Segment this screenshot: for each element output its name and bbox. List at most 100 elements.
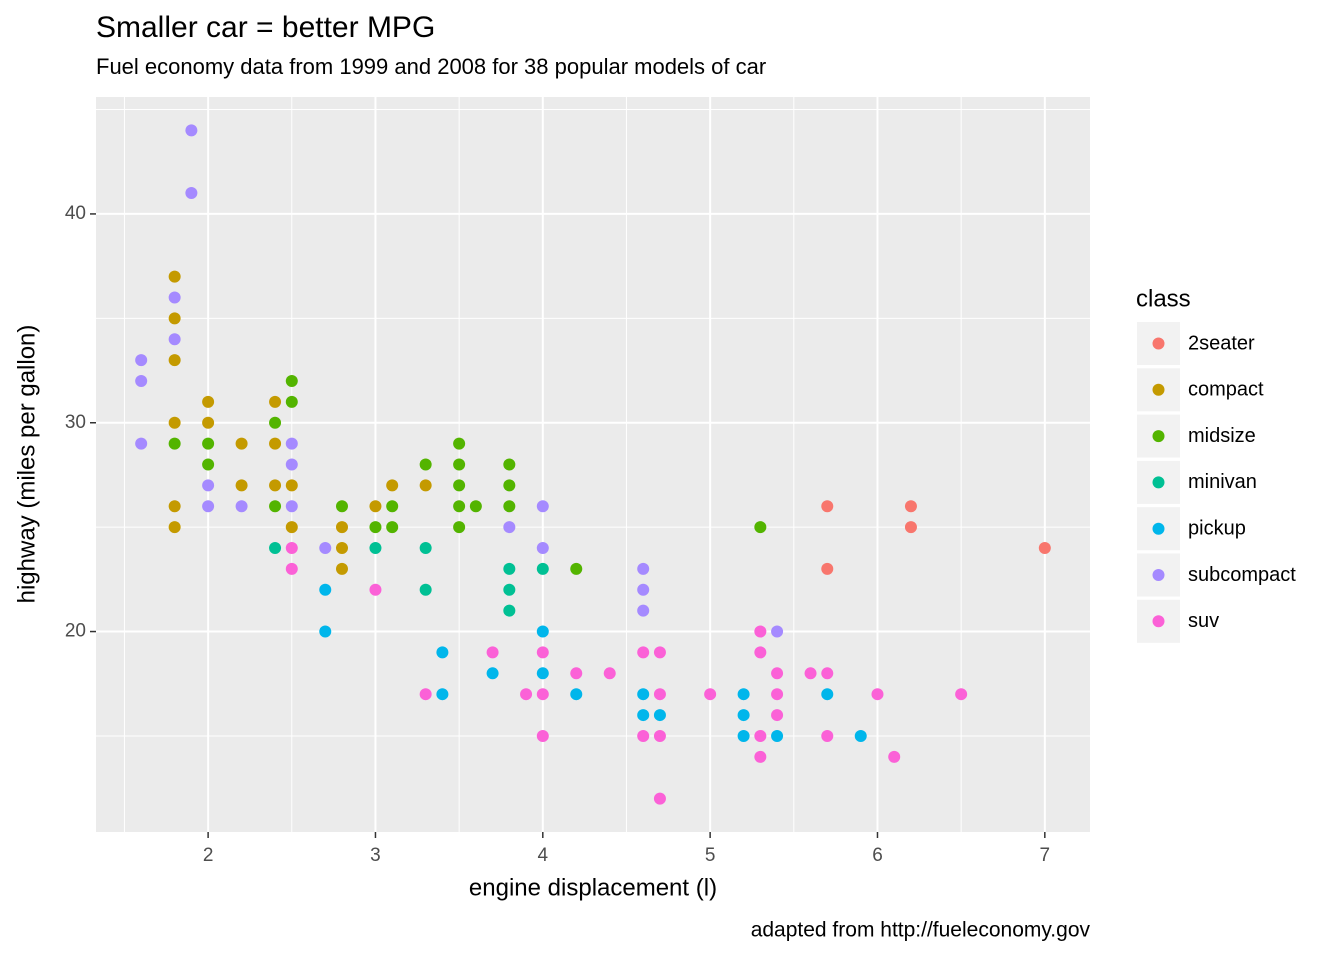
- x-tick-label: 2: [203, 845, 214, 866]
- point: [821, 729, 834, 742]
- legend-marker: [1152, 337, 1165, 350]
- point: [235, 437, 248, 450]
- legend-label: compact: [1188, 379, 1264, 401]
- point: [536, 646, 549, 659]
- point: [202, 458, 215, 471]
- point: [821, 500, 834, 513]
- point: [536, 625, 549, 638]
- point: [319, 625, 332, 638]
- point: [369, 583, 382, 596]
- point: [285, 374, 298, 387]
- legend-label: pickup: [1188, 517, 1246, 539]
- point: [536, 542, 549, 555]
- point: [804, 667, 817, 680]
- point: [536, 729, 549, 742]
- point: [285, 542, 298, 555]
- point: [503, 583, 516, 596]
- point: [453, 458, 466, 471]
- point: [202, 395, 215, 408]
- point: [503, 604, 516, 617]
- point: [637, 646, 650, 659]
- x-tick-label: 6: [872, 845, 883, 866]
- point: [737, 709, 750, 722]
- point: [168, 333, 181, 346]
- point: [168, 521, 181, 534]
- legend-marker: [1152, 476, 1165, 489]
- point: [570, 667, 583, 680]
- point: [653, 792, 666, 805]
- point: [486, 646, 499, 659]
- point: [269, 395, 282, 408]
- x-tick-label: 4: [538, 845, 549, 866]
- point: [854, 729, 867, 742]
- point: [319, 583, 332, 596]
- point: [168, 416, 181, 429]
- x-tick-label: 7: [1040, 845, 1051, 866]
- point: [135, 354, 148, 367]
- point: [771, 667, 784, 680]
- point: [419, 479, 432, 492]
- point: [637, 583, 650, 596]
- point: [436, 688, 449, 701]
- point: [653, 688, 666, 701]
- point: [335, 500, 348, 513]
- point: [269, 437, 282, 450]
- point: [503, 521, 516, 534]
- point: [202, 500, 215, 513]
- point: [202, 479, 215, 492]
- point: [503, 458, 516, 471]
- point: [737, 688, 750, 701]
- point: [888, 750, 901, 763]
- point: [235, 479, 248, 492]
- legend-marker: [1152, 430, 1165, 443]
- y-axis-label: highway (miles per gallon): [13, 325, 40, 604]
- point: [185, 124, 198, 137]
- point: [536, 667, 549, 680]
- point: [637, 729, 650, 742]
- point: [269, 416, 282, 429]
- legend-title: class: [1136, 285, 1191, 312]
- point: [771, 709, 784, 722]
- point: [637, 709, 650, 722]
- point: [285, 458, 298, 471]
- point: [235, 500, 248, 513]
- point: [754, 729, 767, 742]
- point: [453, 500, 466, 513]
- point: [536, 562, 549, 575]
- x-axis-label: engine displacement (l): [469, 874, 717, 901]
- point: [453, 479, 466, 492]
- caption: adapted from http://fueleconomy.gov: [751, 919, 1091, 942]
- point: [168, 500, 181, 513]
- point: [821, 667, 834, 680]
- point: [335, 521, 348, 534]
- point: [135, 437, 148, 450]
- legend-marker: [1152, 383, 1165, 396]
- point: [386, 500, 399, 513]
- point: [653, 646, 666, 659]
- point: [135, 374, 148, 387]
- point: [285, 395, 298, 408]
- point: [453, 521, 466, 534]
- point: [704, 688, 717, 701]
- point: [955, 688, 968, 701]
- point: [754, 625, 767, 638]
- point: [285, 479, 298, 492]
- point: [319, 542, 332, 555]
- point: [771, 729, 784, 742]
- point: [536, 500, 549, 513]
- legend-marker: [1152, 615, 1165, 628]
- point: [653, 709, 666, 722]
- x-tick-label: 3: [370, 845, 381, 866]
- point: [168, 270, 181, 283]
- point: [419, 542, 432, 555]
- y-tick-label: 30: [65, 412, 86, 433]
- point: [637, 688, 650, 701]
- point: [486, 667, 499, 680]
- point: [570, 562, 583, 575]
- point: [386, 479, 399, 492]
- point: [754, 646, 767, 659]
- point: [285, 500, 298, 513]
- y-tick-label: 40: [65, 203, 86, 224]
- point: [168, 354, 181, 367]
